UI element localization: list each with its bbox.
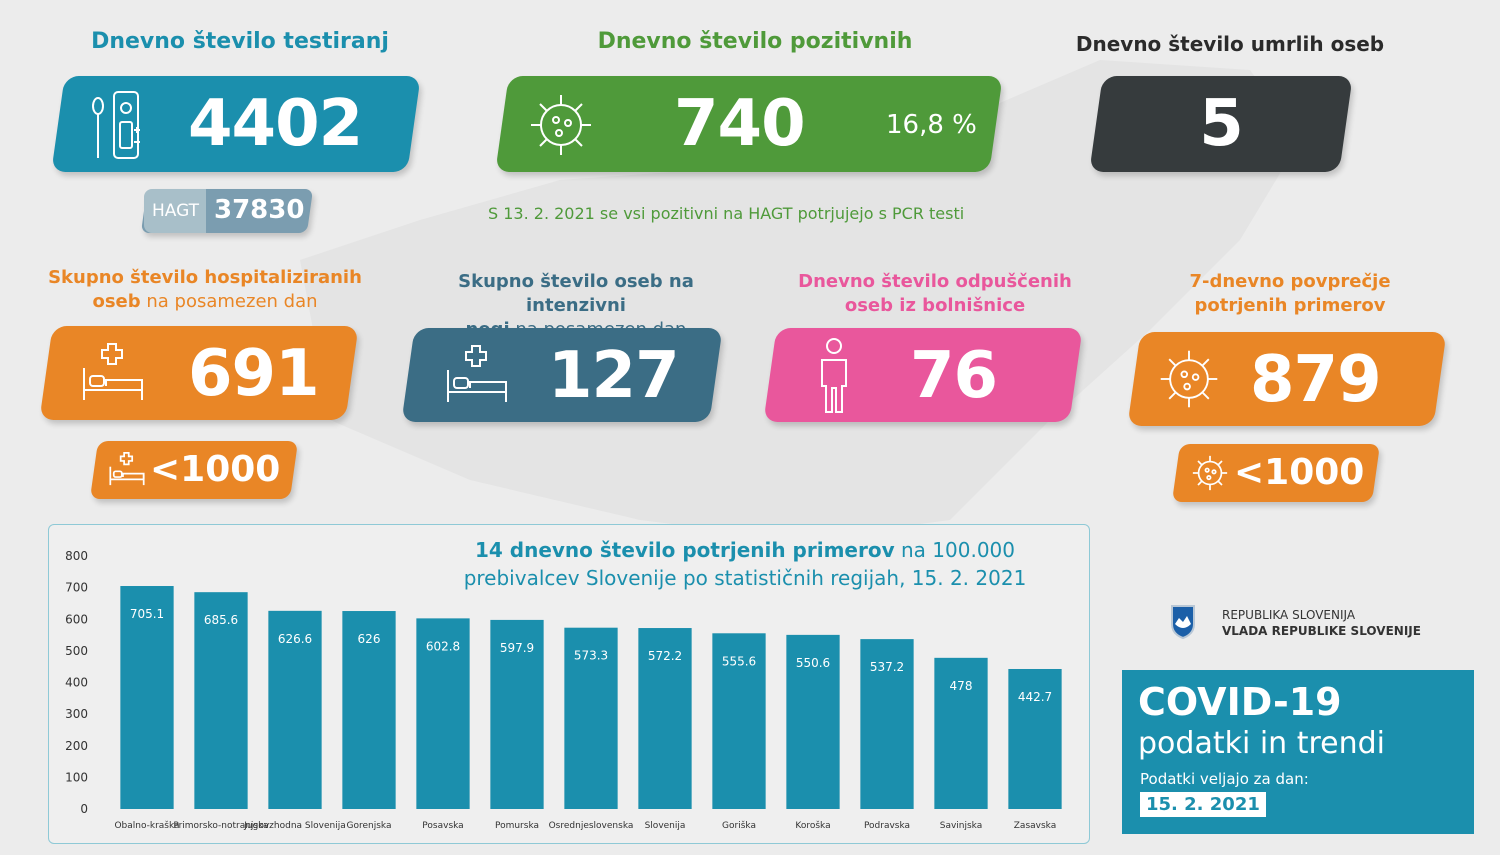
positive-value: 740 xyxy=(674,87,805,161)
hagt-badge: HAGT 37830 xyxy=(140,189,314,233)
bar-value-label: 572.2 xyxy=(648,649,682,663)
covid-box: COVID-19 podatki in trendi Podatki velja… xyxy=(1122,670,1474,834)
positive-card: 740 16,8 % xyxy=(495,76,1003,172)
hospital-heading: Skupno število hospitaliziranih oseb na … xyxy=(48,267,362,312)
x-tick-label: Podravska xyxy=(864,821,910,831)
hospital-bed-icon xyxy=(109,452,145,486)
bar xyxy=(120,586,174,809)
bar-value-label: 626.6 xyxy=(278,632,312,646)
hagt-label: HAGT xyxy=(152,201,200,221)
hospital-value: 691 xyxy=(188,337,319,411)
virus-icon xyxy=(1160,350,1218,408)
x-tick-label: Zasavska xyxy=(1014,821,1056,831)
hospital-card: 691 xyxy=(39,326,359,420)
deaths-value: 5 xyxy=(1199,87,1243,161)
government-line1: REPUBLIKA SLOVENIJA xyxy=(1222,608,1356,622)
tests-card: 4402 xyxy=(51,76,421,172)
bar-value-label: 602.8 xyxy=(426,639,460,653)
covid-date: 15. 2. 2021 xyxy=(1140,792,1266,817)
bar xyxy=(490,619,544,809)
bar-value-label: 478 xyxy=(950,679,973,693)
bar xyxy=(860,639,914,809)
y-tick-label: 100 xyxy=(65,770,88,784)
x-tick-label: Primorsko-notranjska xyxy=(173,821,268,831)
bar xyxy=(268,610,322,809)
bar xyxy=(934,657,988,809)
hospital-threshold: <1000 xyxy=(150,449,281,490)
icu-card: 127 xyxy=(401,328,723,422)
y-tick-label: 0 xyxy=(80,802,88,816)
bar xyxy=(1008,668,1062,809)
x-tick-label: Savinjska xyxy=(940,821,983,831)
bar-value-label: 626 xyxy=(358,632,381,646)
avg7-value: 879 xyxy=(1250,343,1381,417)
y-tick-label: 200 xyxy=(65,739,88,753)
bar-value-label: 705.1 xyxy=(130,607,164,621)
positive-note: S 13. 2. 2021 se vsi pozitivni na HAGT p… xyxy=(488,204,965,223)
y-tick-label: 700 xyxy=(65,581,88,595)
bar-chart: 0 100 200 300 400 500 600 700 800 705.1 Obalno-kra… xyxy=(65,549,1062,831)
y-tick-label: 300 xyxy=(65,707,88,721)
discharged-card: 76 xyxy=(763,328,1083,422)
x-tick-label: Posavska xyxy=(422,821,463,831)
x-tick-label: Osrednjeslovenska xyxy=(549,821,634,831)
positive-percent: 16,8 % xyxy=(886,110,977,140)
coat-of-arms-icon xyxy=(1171,605,1195,640)
bar xyxy=(416,618,470,809)
bar xyxy=(638,628,692,809)
person-icon xyxy=(821,338,847,413)
hospital-threshold-badge: <1000 xyxy=(89,441,299,499)
bar xyxy=(564,627,618,809)
bar xyxy=(194,592,248,809)
discharged-value: 76 xyxy=(910,339,998,413)
bar xyxy=(342,611,396,809)
hospital-bed-icon xyxy=(83,343,143,400)
bar xyxy=(786,634,840,809)
icu-value: 127 xyxy=(548,339,679,413)
bar-value-label: 555.6 xyxy=(722,654,756,668)
covid-title: COVID-19 xyxy=(1138,680,1342,724)
hagt-value: 37830 xyxy=(214,195,305,225)
bar-value-label: 442.7 xyxy=(1018,690,1052,704)
avg7-card: 879 xyxy=(1127,332,1447,426)
x-tick-label: Pomurska xyxy=(495,821,539,831)
bar-value-label: 537.2 xyxy=(870,660,904,674)
bar-value-label: 573.3 xyxy=(574,649,608,663)
bar xyxy=(712,633,766,809)
x-tick-label: Koroška xyxy=(795,820,830,831)
x-tick-label: Gorenjska xyxy=(347,821,392,831)
hospital-bed-icon xyxy=(447,345,507,402)
avg7-threshold-badge: <1000 xyxy=(1171,444,1381,502)
discharged-heading: Dnevno število odpuščenih oseb iz bolniš… xyxy=(798,271,1072,316)
x-tick-label: Slovenija xyxy=(645,821,686,831)
covid-subtitle: podatki in trendi xyxy=(1138,726,1386,761)
deaths-heading: Dnevno število umrlih oseb xyxy=(1075,32,1385,56)
covid-valid-label: Podatki veljajo za dan: xyxy=(1140,770,1309,788)
y-tick-label: 600 xyxy=(65,612,88,626)
bar-value-label: 597.9 xyxy=(500,641,534,655)
tests-value: 4402 xyxy=(188,87,363,161)
y-tick-label: 500 xyxy=(65,644,88,658)
virus-icon xyxy=(1192,455,1228,491)
y-tick-label: 800 xyxy=(65,549,88,563)
x-tick-label: Goriška xyxy=(722,820,756,831)
deaths-card: 5 xyxy=(1089,76,1353,172)
tests-heading: Dnevno število testiranj xyxy=(91,29,389,54)
government-line2: VLADA REPUBLIKE SLOVENIJE xyxy=(1222,624,1421,638)
bar-value-label: 550.6 xyxy=(796,656,830,670)
chart-title: 14 dnevno število potrjenih primerov na … xyxy=(463,538,1027,590)
bar-value-label: 685.6 xyxy=(204,613,238,627)
positive-heading: Dnevno število pozitivnih xyxy=(597,29,913,54)
x-tick-label: Obalno-kraška xyxy=(114,820,179,831)
x-tick-label: Jugovzhodna Slovenija xyxy=(243,821,345,831)
avg7-heading: 7-dnevno povprečje potrjenih primerov xyxy=(1189,271,1391,316)
virus-icon xyxy=(531,95,591,155)
avg7-threshold: <1000 xyxy=(1234,452,1365,493)
y-tick-label: 400 xyxy=(65,676,88,690)
test-kit-icon xyxy=(92,91,140,159)
